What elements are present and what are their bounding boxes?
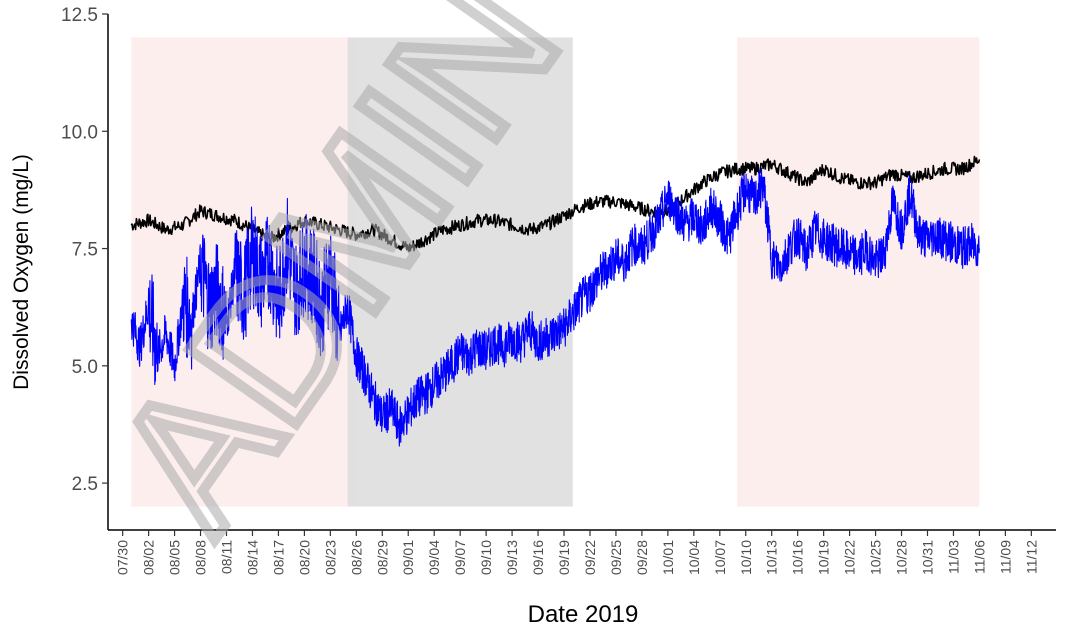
x-tick-label: 09/28 [634,540,650,575]
x-tick-label: 10/16 [790,540,806,575]
y-axis-title: Dissolved Oxygen (mg/L) [10,154,33,390]
x-tick-label: 10/28 [894,540,910,575]
x-tick-label: 10/01 [660,540,676,575]
series-line-1 [130,155,981,253]
x-tick-label: 08/14 [244,540,260,575]
x-tick-label: 11/03 [945,540,961,574]
y-tick-label: 2.5 [72,474,98,495]
x-tick-label: 10/13 [764,540,780,575]
y-tick-label: 12.5 [61,5,98,26]
series-line-2 [130,167,980,447]
shaded-region-3 [737,37,980,507]
x-tick-label: 09/13 [504,540,520,575]
x-tick-label: 10/10 [738,540,754,575]
x-tick-label: 10/31 [919,540,935,575]
x-tick-label: 09/25 [608,540,624,575]
x-tick-label: 08/11 [219,540,235,574]
x-tick-label: 11/09 [997,540,1013,574]
x-tick-label: 09/22 [582,540,598,575]
shaded-regions [131,37,980,507]
x-tick-label: 10/22 [842,540,858,575]
x-tick-label: 08/08 [193,540,209,575]
y-tick-label: 7.5 [72,240,98,261]
x-tick-label: 11/12 [1023,540,1039,574]
x-tick-label: 08/29 [374,540,390,575]
x-tick-label: 08/05 [167,540,183,575]
x-ticks: 07/30 08/02 08/05 08/08 08/11 08/14 08/17 08/20… [115,530,1039,575]
x-tick-label: 11/06 [971,540,987,574]
y-tick-label: 10.0 [61,122,98,143]
x-tick-label: 08/23 [322,540,338,575]
y-tick-label: 5.0 [72,357,98,378]
x-tick-label: 10/07 [712,540,728,575]
axes [107,14,1056,531]
y-ticks: 2.5 5.0 7.5 10.0 12.5 [61,5,108,495]
x-tick-label: 10/04 [686,540,702,575]
x-tick-label: 09/07 [452,540,468,575]
x-axis-title: Date 2019 [528,601,639,628]
x-tick-label: 08/02 [141,540,157,575]
x-tick-label: 09/10 [478,540,494,575]
x-tick-label: 07/30 [115,540,131,575]
series-lines [130,155,981,447]
x-tick-label: 09/19 [556,540,572,575]
x-tick-label: 08/20 [296,540,312,575]
x-tick-label: 09/16 [530,540,546,575]
x-tick-label: 08/17 [270,540,286,575]
x-tick-label: 10/19 [816,540,832,575]
x-tick-label: 10/25 [868,540,884,575]
x-tick-label: 09/01 [400,540,416,575]
shaded-region-2 [347,37,573,507]
x-tick-label: 09/04 [426,540,442,575]
x-tick-label: 08/26 [348,540,364,575]
